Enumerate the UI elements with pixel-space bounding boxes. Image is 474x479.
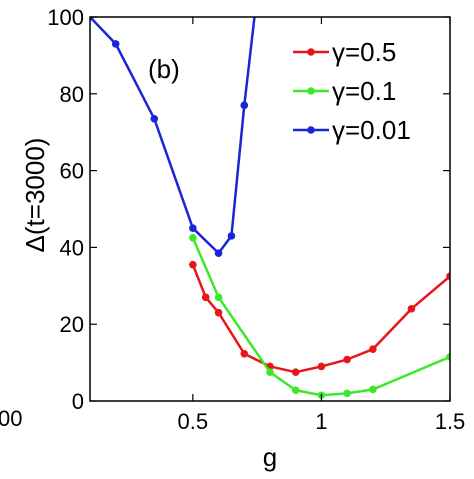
data-point bbox=[150, 114, 159, 123]
x-axis-title: g bbox=[263, 442, 277, 472]
x-tick-label: 0.5 bbox=[178, 409, 209, 434]
x-tick-label: 1 bbox=[315, 409, 327, 434]
data-point bbox=[291, 368, 300, 377]
y-tick-label: 80 bbox=[60, 82, 84, 107]
data-point bbox=[90, 17, 94, 21]
y-tick-label: 100 bbox=[47, 5, 84, 30]
y-axis-title: Δ(t=3000) bbox=[20, 138, 50, 253]
data-point bbox=[214, 293, 223, 302]
data-point bbox=[291, 386, 300, 395]
data-point bbox=[369, 345, 377, 353]
legend-label: γ=0.5 bbox=[332, 37, 396, 67]
legend-label: γ=0.1 bbox=[332, 76, 396, 106]
data-point bbox=[214, 308, 223, 317]
data-point bbox=[407, 305, 416, 313]
clipped-tick-label: 00 bbox=[0, 406, 22, 431]
data-point bbox=[369, 385, 377, 394]
y-tick-label: 0 bbox=[72, 389, 84, 414]
data-point bbox=[343, 355, 351, 364]
y-tick-label: 60 bbox=[60, 159, 84, 184]
series-layer bbox=[90, 17, 450, 400]
y-tick-label: 20 bbox=[60, 312, 84, 337]
legend-label: γ=0.01 bbox=[332, 115, 411, 145]
x-tick-label: 1.5 bbox=[435, 409, 466, 434]
data-point bbox=[343, 389, 351, 398]
data-point bbox=[240, 349, 249, 358]
series-line bbox=[191, 237, 450, 397]
data-point bbox=[227, 232, 236, 240]
data-point bbox=[201, 293, 210, 302]
plot-background bbox=[90, 17, 450, 401]
series-line bbox=[90, 17, 256, 255]
data-point bbox=[189, 260, 197, 269]
data-point bbox=[189, 224, 197, 232]
legend: γ=0.5 γ=0.1 γ=0.01 bbox=[293, 37, 411, 145]
data-point bbox=[111, 40, 120, 48]
data-point bbox=[317, 362, 326, 371]
legend-swatch-marker bbox=[307, 48, 315, 56]
legend-swatch-marker bbox=[307, 87, 315, 95]
axis-layer: 0 20 40 60 80 100 0.5 1 1.5 bbox=[47, 5, 465, 434]
data-point bbox=[189, 234, 197, 242]
data-point bbox=[266, 368, 274, 377]
data-point bbox=[446, 353, 450, 361]
data-point bbox=[446, 272, 450, 280]
plot-frame bbox=[89, 16, 451, 402]
y-tick-label: 40 bbox=[60, 235, 84, 260]
data-point bbox=[214, 249, 223, 257]
panel-label: (b) bbox=[148, 54, 180, 84]
legend-swatch-marker bbox=[307, 126, 315, 134]
data-point bbox=[240, 101, 249, 110]
